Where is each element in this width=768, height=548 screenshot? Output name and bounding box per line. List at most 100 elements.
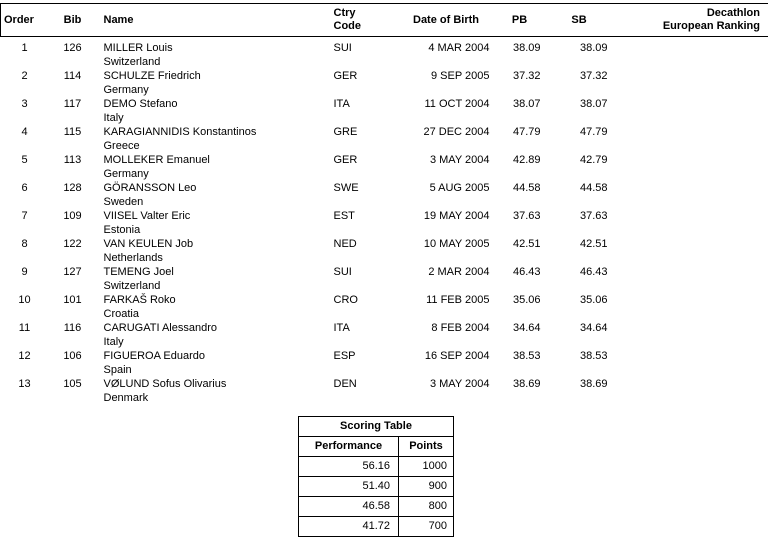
bib-cell: 109	[63, 210, 82, 222]
bib-cell: 128	[63, 182, 82, 194]
ranking-cell	[613, 181, 768, 209]
dob-cell: 16 SEP 2004	[424, 350, 490, 362]
pb-cell: 46.43	[512, 266, 541, 278]
table-row: 7 109 VIISEL Valter Eric Estonia EST 19 …	[1, 209, 768, 237]
name-cell: DEMO Stefano Italy	[97, 97, 327, 125]
sb-cell: 44.58	[579, 182, 608, 194]
bib-cell: 116	[63, 322, 82, 334]
performance-cell: 56.16	[298, 456, 399, 477]
table-row: 13 105 VØLUND Sofus Olivarius Denmark DE…	[1, 377, 768, 405]
athlete-country: Switzerland	[103, 56, 161, 68]
athlete-country: Netherlands	[103, 252, 163, 264]
order-cell: 5	[21, 154, 28, 166]
ranking-cell	[613, 349, 768, 377]
athlete-country: Switzerland	[103, 280, 161, 292]
dob-cell: 8 FEB 2004	[431, 322, 490, 334]
dob-cell: 27 DEC 2004	[423, 126, 490, 138]
athlete-name: MILLER Louis	[103, 42, 173, 54]
sb-cell: 47.79	[579, 126, 608, 138]
sb-cell: 37.63	[579, 210, 608, 222]
sb-cell: 38.69	[579, 378, 608, 390]
name-cell: VØLUND Sofus Olivarius Denmark	[97, 377, 327, 405]
col-header-ctry-code: Ctry Code	[326, 3, 399, 37]
ranking-cell	[613, 69, 768, 97]
dob-cell: 9 SEP 2005	[430, 70, 490, 82]
ctry-header-line1: Ctry	[333, 7, 356, 19]
col-header-sb: SB	[545, 3, 613, 37]
col-header-pb: PB	[493, 3, 546, 37]
points-cell: 700	[398, 516, 454, 537]
name-cell: KARAGIANNIDIS Konstantinos Greece	[97, 125, 327, 153]
scoring-row: 46.58 800	[298, 496, 454, 517]
ranking-header-line1: Decathlon	[706, 7, 760, 19]
table-row: 5 113 MOLLEKER Emanuel Germany GER 3 MAY…	[1, 153, 768, 181]
athlete-name: KARAGIANNIDIS Konstantinos	[103, 126, 257, 138]
ranking-cell	[613, 97, 768, 125]
athlete-name: SCHULZE Friedrich	[103, 70, 201, 82]
scoring-row: 41.72 700	[298, 516, 454, 537]
athlete-country: Germany	[103, 84, 149, 96]
table-row: 3 117 DEMO Stefano Italy ITA 11 OCT 2004…	[1, 97, 768, 125]
performance-cell: 41.72	[298, 516, 399, 537]
ctry-code-cell: GER	[333, 154, 358, 166]
ranking-cell	[613, 125, 768, 153]
pb-cell: 37.32	[512, 70, 541, 82]
col-header-order: Order	[0, 3, 49, 37]
athlete-country: Greece	[103, 140, 140, 152]
dob-cell: 11 FEB 2005	[426, 294, 490, 306]
col-header-date-of-birth: Date of Birth	[398, 3, 494, 37]
order-cell: 9	[21, 266, 28, 278]
athlete-name: GÖRANSSON Leo	[103, 182, 197, 194]
bib-cell: 106	[63, 350, 82, 362]
ctry-header-line2: Code	[333, 20, 362, 32]
name-cell: CARUGATI Alessandro Italy	[97, 321, 327, 349]
name-cell: SCHULZE Friedrich Germany	[97, 69, 327, 97]
dob-cell: 5 AUG 2005	[429, 182, 490, 194]
ctry-code-cell: ITA	[333, 322, 350, 334]
name-cell: MILLER Louis Switzerland	[97, 37, 327, 70]
ranking-header-line2: European Ranking	[662, 20, 760, 32]
athlete-name: MOLLEKER Emanuel	[103, 154, 210, 166]
ranking-cell	[613, 321, 768, 349]
points-cell: 1000	[398, 456, 454, 477]
table-row: 10 101 FARKAŠ Roko Croatia CRO 11 FEB 20…	[1, 293, 768, 321]
order-cell: 7	[21, 210, 28, 222]
pb-cell: 47.79	[512, 126, 541, 138]
dob-cell: 11 OCT 2004	[424, 98, 490, 110]
ctry-code-cell: DEN	[333, 378, 357, 390]
order-cell: 13	[18, 378, 31, 390]
order-cell: 11	[18, 322, 31, 334]
athlete-name: VAN KEULEN Job	[103, 238, 194, 250]
header-row: Order Bib Name Ctry Code Date of Birth P…	[0, 3, 768, 37]
bib-cell: 113	[63, 154, 82, 166]
table-row: 2 114 SCHULZE Friedrich Germany GER 9 SE…	[1, 69, 768, 97]
points-cell: 800	[398, 496, 454, 517]
table-row: 9 127 TEMENG Joel Switzerland SUI 2 MAR …	[1, 265, 768, 293]
athlete-country: Croatia	[103, 308, 139, 320]
start-list-header: Order Bib Name Ctry Code Date of Birth P…	[0, 3, 768, 37]
pb-cell: 38.07	[512, 98, 541, 110]
start-list-table: Order Bib Name Ctry Code Date of Birth P…	[0, 3, 768, 405]
name-cell: MOLLEKER Emanuel Germany	[97, 153, 327, 181]
pb-cell: 34.64	[512, 322, 541, 334]
pb-cell: 35.06	[512, 294, 541, 306]
bib-cell: 117	[63, 98, 82, 110]
athlete-country: Estonia	[103, 224, 141, 236]
pb-cell: 38.69	[512, 378, 541, 390]
performance-header: Performance	[298, 436, 399, 457]
dob-cell: 3 MAY 2004	[429, 378, 490, 390]
scoring-table: Scoring Table Performance Points 56.16 1…	[298, 416, 454, 537]
order-cell: 1	[21, 42, 28, 54]
col-header-name: Name	[96, 3, 327, 37]
order-cell: 10	[18, 294, 31, 306]
ctry-code-cell: ESP	[333, 350, 356, 362]
name-cell: TEMENG Joel Switzerland	[97, 265, 327, 293]
name-cell: FIGUEROA Eduardo Spain	[97, 349, 327, 377]
ranking-cell	[613, 265, 768, 293]
athlete-name: VIISEL Valter Eric	[103, 210, 191, 222]
sb-cell: 37.32	[579, 70, 608, 82]
ranking-cell	[613, 237, 768, 265]
start-list-body: 1 126 MILLER Louis Switzerland SUI 4 MAR…	[1, 37, 768, 406]
dob-cell: 4 MAR 2004	[428, 42, 490, 54]
